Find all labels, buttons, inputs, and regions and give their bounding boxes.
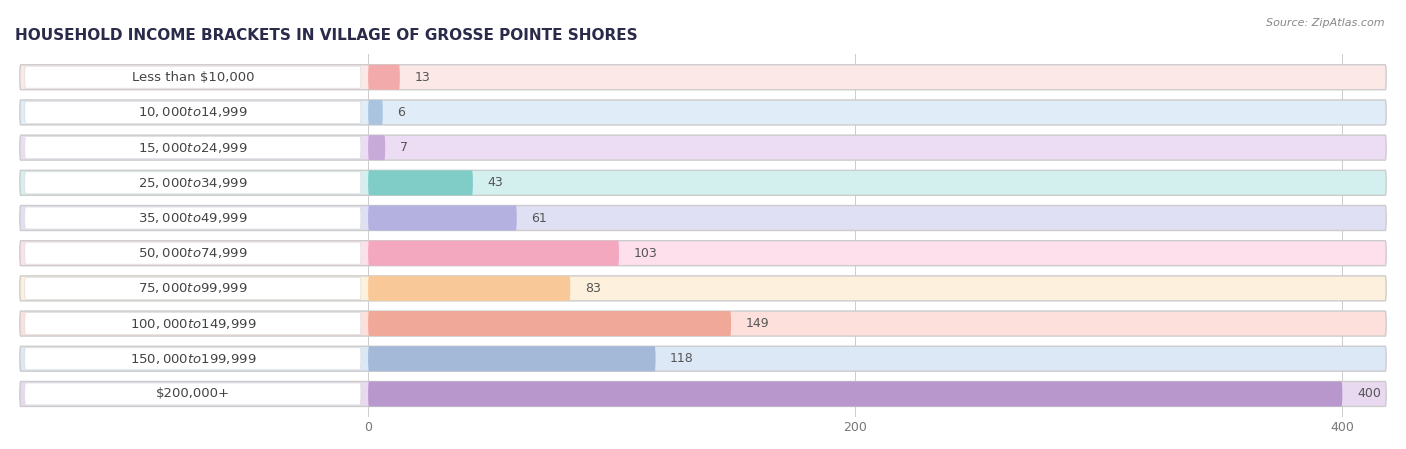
Text: $50,000 to $74,999: $50,000 to $74,999 <box>138 246 247 260</box>
Text: $200,000+: $200,000+ <box>156 387 229 401</box>
Text: 118: 118 <box>671 352 695 365</box>
FancyBboxPatch shape <box>368 241 619 266</box>
FancyBboxPatch shape <box>25 313 361 335</box>
Text: $10,000 to $14,999: $10,000 to $14,999 <box>138 106 247 119</box>
FancyBboxPatch shape <box>368 382 1343 406</box>
Text: Source: ZipAtlas.com: Source: ZipAtlas.com <box>1267 18 1385 28</box>
Text: 400: 400 <box>1357 387 1381 401</box>
FancyBboxPatch shape <box>25 136 361 158</box>
FancyBboxPatch shape <box>20 100 1386 125</box>
FancyBboxPatch shape <box>368 346 655 371</box>
Text: $35,000 to $49,999: $35,000 to $49,999 <box>138 211 247 225</box>
FancyBboxPatch shape <box>25 172 361 194</box>
FancyBboxPatch shape <box>368 206 517 230</box>
FancyBboxPatch shape <box>25 207 361 229</box>
FancyBboxPatch shape <box>20 382 1386 406</box>
FancyBboxPatch shape <box>20 276 1386 301</box>
Text: $150,000 to $199,999: $150,000 to $199,999 <box>129 352 256 366</box>
FancyBboxPatch shape <box>20 65 1386 90</box>
FancyBboxPatch shape <box>368 65 399 90</box>
Text: Less than $10,000: Less than $10,000 <box>132 71 254 84</box>
Text: $25,000 to $34,999: $25,000 to $34,999 <box>138 176 247 190</box>
Text: $75,000 to $99,999: $75,000 to $99,999 <box>138 282 247 295</box>
FancyBboxPatch shape <box>368 276 571 301</box>
FancyBboxPatch shape <box>368 311 731 336</box>
FancyBboxPatch shape <box>25 277 361 299</box>
Text: 7: 7 <box>399 141 408 154</box>
Text: 149: 149 <box>745 317 769 330</box>
Text: 43: 43 <box>488 176 503 189</box>
Text: $15,000 to $24,999: $15,000 to $24,999 <box>138 141 247 154</box>
FancyBboxPatch shape <box>25 383 361 405</box>
FancyBboxPatch shape <box>25 101 361 123</box>
Text: 61: 61 <box>531 211 547 224</box>
FancyBboxPatch shape <box>20 170 1386 195</box>
Text: 13: 13 <box>415 71 430 84</box>
FancyBboxPatch shape <box>368 100 382 125</box>
Text: 83: 83 <box>585 282 600 295</box>
FancyBboxPatch shape <box>368 170 472 195</box>
FancyBboxPatch shape <box>20 135 1386 160</box>
FancyBboxPatch shape <box>25 66 361 88</box>
FancyBboxPatch shape <box>20 206 1386 230</box>
FancyBboxPatch shape <box>20 311 1386 336</box>
Text: 103: 103 <box>634 247 658 260</box>
FancyBboxPatch shape <box>368 135 385 160</box>
Text: HOUSEHOLD INCOME BRACKETS IN VILLAGE OF GROSSE POINTE SHORES: HOUSEHOLD INCOME BRACKETS IN VILLAGE OF … <box>15 28 638 44</box>
FancyBboxPatch shape <box>20 346 1386 371</box>
Text: 6: 6 <box>398 106 405 119</box>
FancyBboxPatch shape <box>25 348 361 370</box>
FancyBboxPatch shape <box>20 241 1386 266</box>
Text: $100,000 to $149,999: $100,000 to $149,999 <box>129 317 256 330</box>
FancyBboxPatch shape <box>25 242 361 264</box>
